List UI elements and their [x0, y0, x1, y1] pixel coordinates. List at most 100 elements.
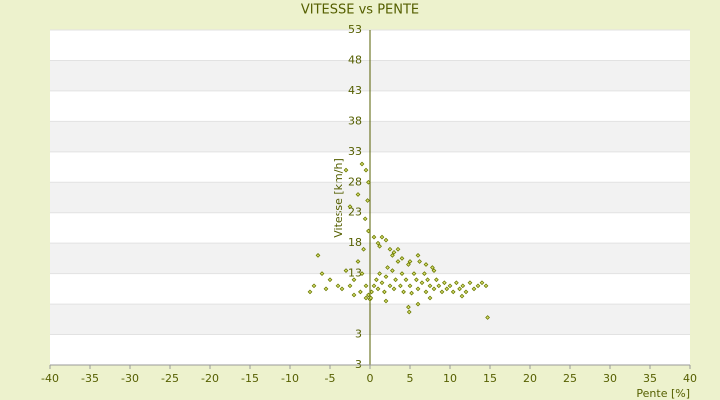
point — [379, 280, 385, 286]
point — [447, 283, 453, 289]
point — [375, 240, 381, 246]
point — [351, 277, 357, 283]
point — [399, 271, 405, 277]
y-tick-label: 48 — [348, 53, 362, 66]
point — [430, 265, 435, 270]
point — [355, 259, 361, 264]
point — [339, 286, 345, 292]
point — [307, 289, 313, 295]
point — [422, 271, 427, 277]
x-tick-label: -25 — [161, 372, 179, 385]
point — [423, 289, 429, 295]
point — [442, 280, 447, 286]
point — [315, 252, 321, 258]
point — [475, 283, 481, 289]
point — [371, 283, 377, 289]
point — [362, 216, 368, 222]
point — [377, 243, 382, 249]
point — [399, 256, 405, 261]
point — [391, 286, 397, 292]
point — [395, 259, 401, 264]
point — [385, 265, 390, 270]
point — [398, 283, 403, 289]
point — [383, 274, 389, 280]
point — [347, 283, 353, 289]
point — [459, 293, 465, 299]
point — [355, 192, 361, 197]
point — [366, 292, 371, 298]
y-tick-label: 43 — [348, 84, 362, 97]
point — [485, 315, 490, 320]
point — [359, 161, 365, 167]
x-tick-label: -15 — [241, 372, 259, 385]
point — [383, 237, 389, 243]
x-tick-label: -40 — [41, 372, 59, 385]
x-tick-label: -5 — [325, 372, 336, 385]
point — [343, 268, 349, 273]
y-tick-label: 28 — [348, 175, 362, 188]
point — [377, 271, 382, 277]
point — [409, 290, 414, 296]
x-tick-label: 0 — [367, 372, 374, 385]
point — [439, 289, 445, 295]
point — [411, 271, 417, 277]
point — [363, 295, 369, 301]
point — [471, 286, 477, 292]
point — [363, 283, 369, 289]
point — [407, 259, 413, 264]
x-tick-label: -30 — [121, 372, 139, 385]
point — [343, 167, 349, 173]
x-tick-label: 20 — [523, 372, 537, 385]
point — [390, 252, 395, 258]
point — [395, 246, 401, 252]
point — [463, 289, 469, 295]
point — [415, 286, 421, 292]
point — [457, 286, 462, 292]
x-tick-label: -20 — [201, 372, 219, 385]
point — [391, 249, 397, 255]
point — [434, 277, 439, 283]
point — [379, 234, 385, 240]
point — [327, 277, 333, 283]
point — [371, 234, 377, 240]
point — [414, 277, 419, 283]
point — [427, 295, 433, 301]
point — [390, 268, 395, 273]
point — [423, 262, 429, 267]
x-axis-title: Pente [%] — [636, 387, 690, 400]
point — [467, 280, 473, 286]
y-tick-label: 18 — [348, 236, 362, 249]
x-tick-label: 15 — [483, 372, 497, 385]
point — [359, 271, 365, 277]
point — [417, 259, 422, 264]
y-tick-label: 53 — [348, 23, 362, 36]
point — [361, 246, 366, 252]
point — [368, 295, 374, 301]
point — [363, 167, 369, 173]
x-tick-label: 5 — [407, 372, 414, 385]
point — [425, 277, 430, 283]
x-tick-label: 10 — [443, 372, 457, 385]
point — [454, 280, 459, 286]
point — [366, 228, 371, 234]
point — [351, 292, 357, 298]
x-tick-label: 30 — [603, 372, 617, 385]
point — [387, 283, 393, 289]
point — [387, 246, 393, 252]
y-tick-label: 38 — [348, 114, 362, 127]
point — [406, 304, 411, 310]
point — [382, 289, 387, 295]
point — [401, 289, 406, 295]
x-tick-label: 25 — [563, 372, 577, 385]
point — [444, 286, 450, 292]
point — [366, 179, 371, 185]
y-axis-title: Vitesse [km/h] — [332, 158, 345, 238]
point — [347, 204, 353, 210]
point — [450, 289, 456, 295]
point — [419, 280, 425, 286]
x-tick-label: -10 — [281, 372, 299, 385]
point — [358, 289, 363, 295]
point — [415, 301, 421, 307]
point — [335, 283, 341, 289]
point — [365, 198, 370, 203]
